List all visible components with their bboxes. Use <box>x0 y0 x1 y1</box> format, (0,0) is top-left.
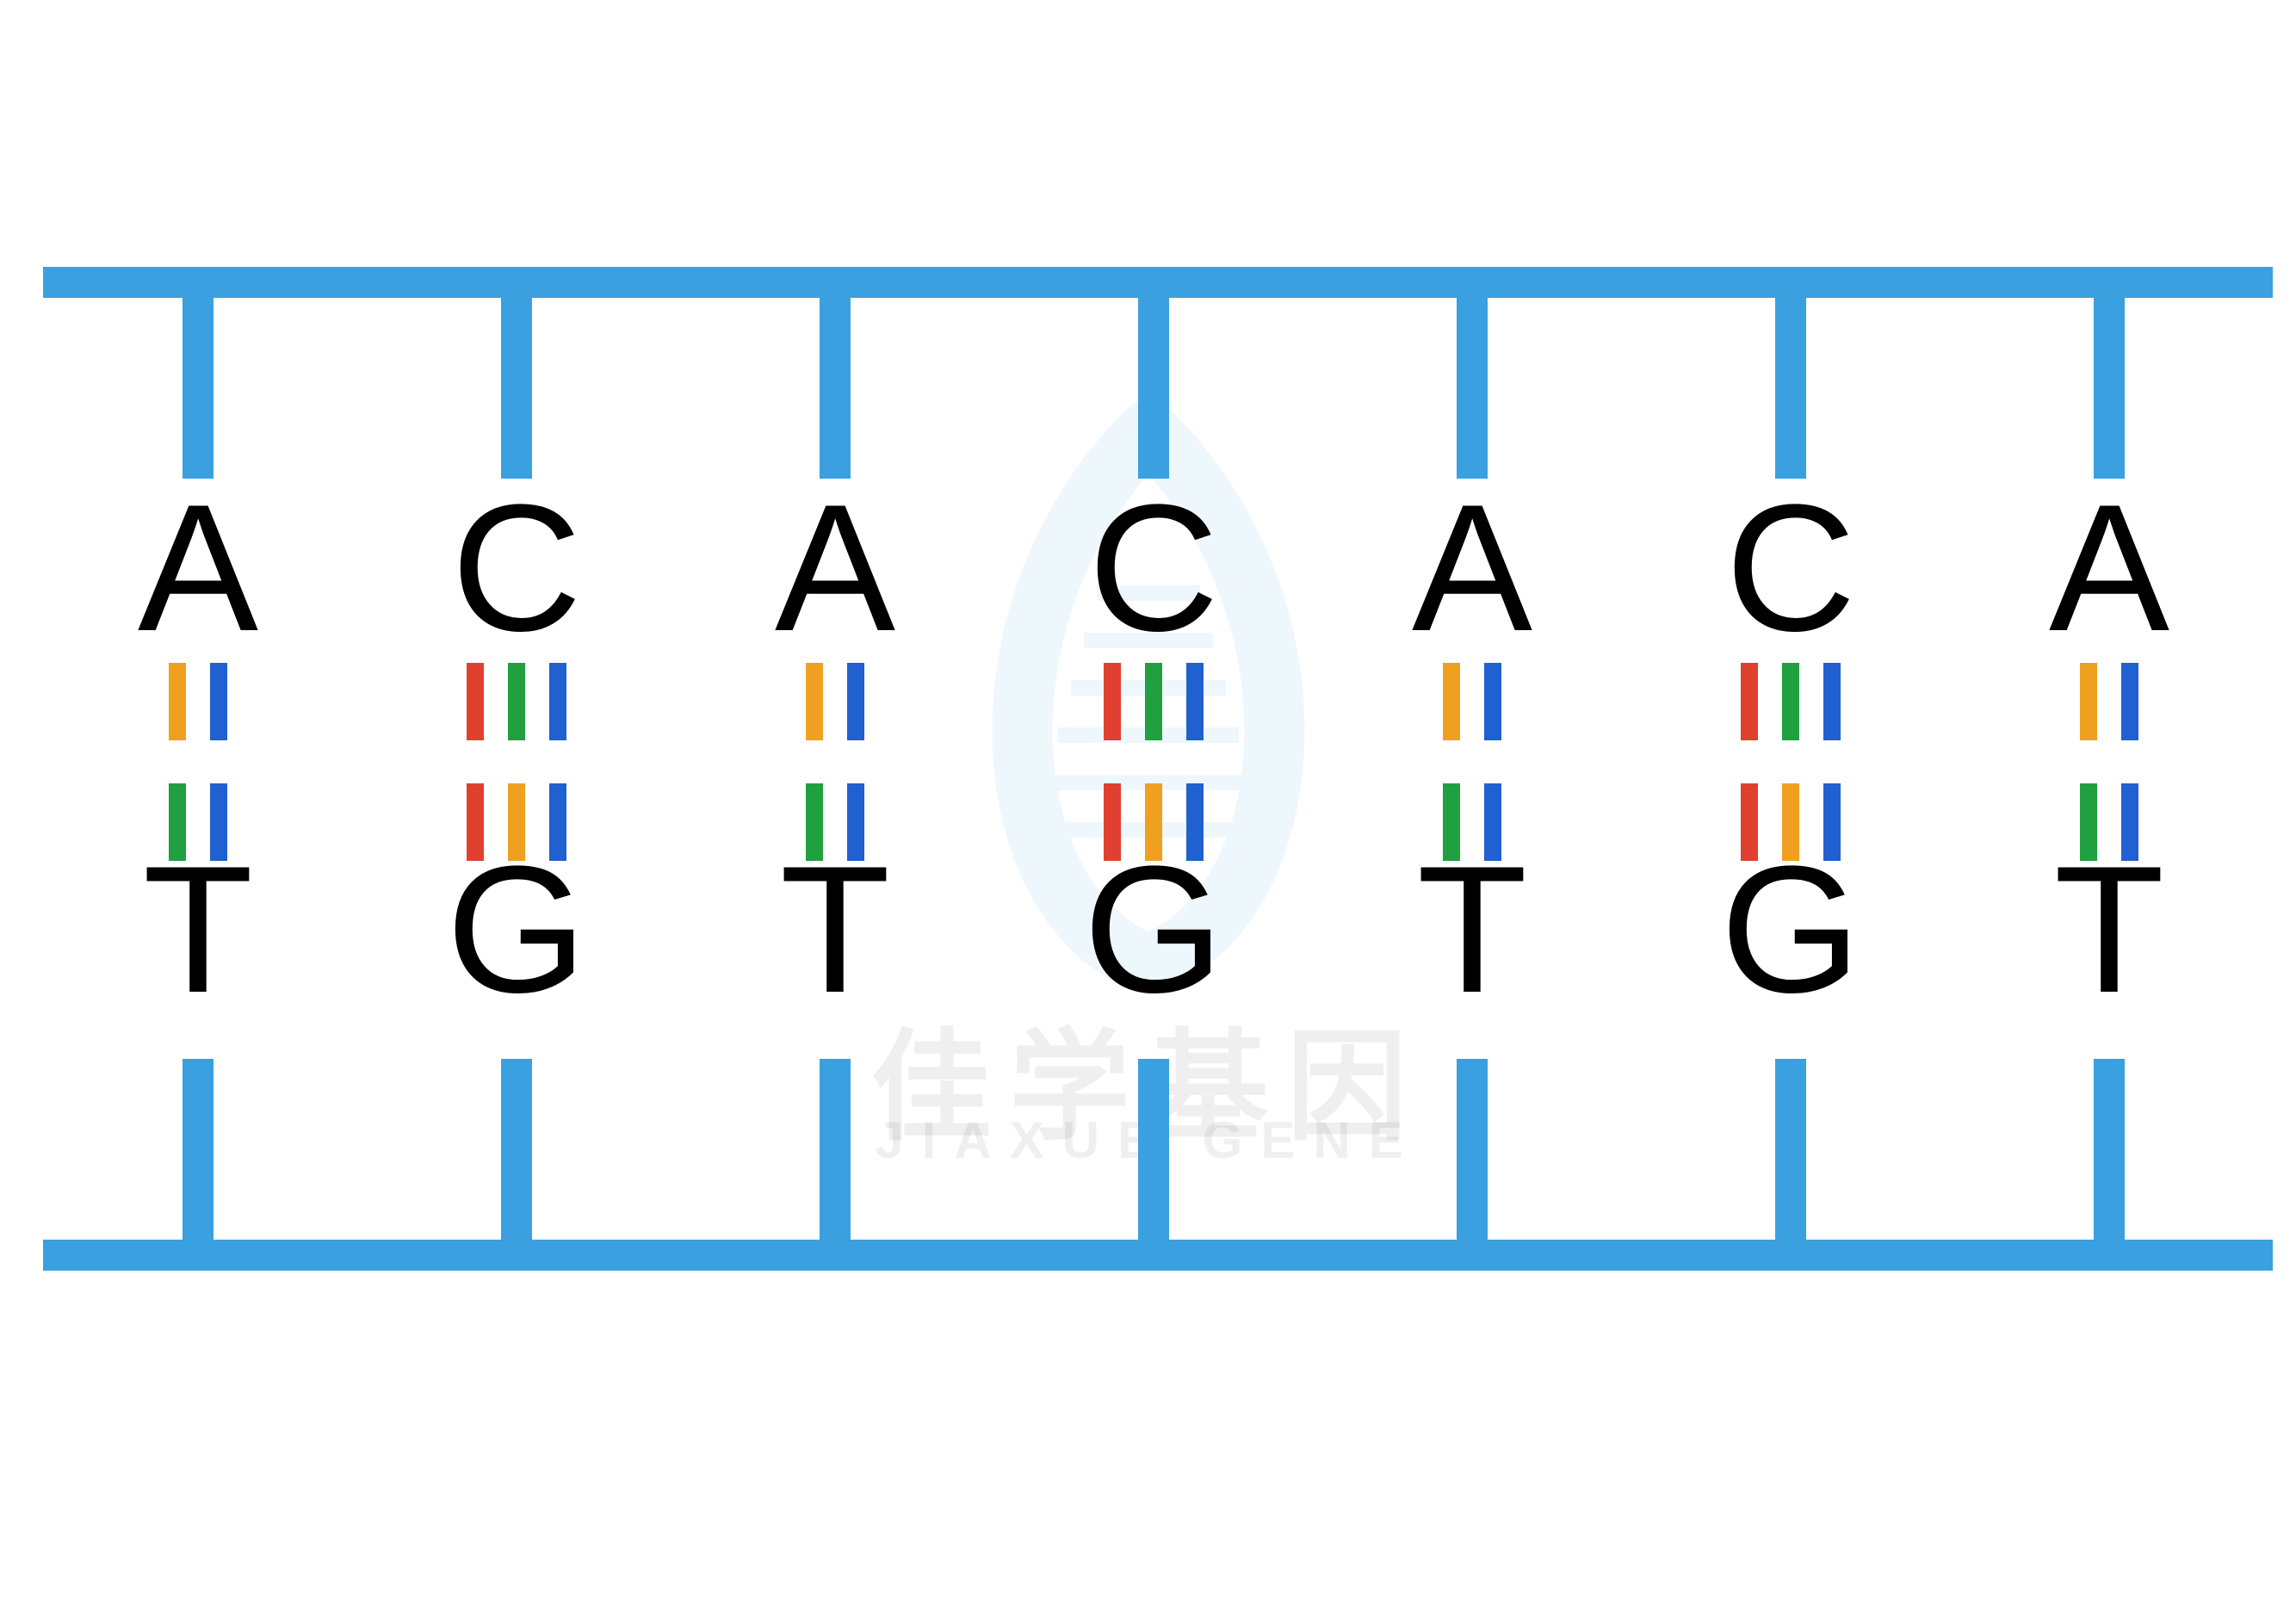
base-top: A <box>2049 478 2169 659</box>
base-bottom: G <box>1083 839 1223 1020</box>
hydrogen-bond <box>549 663 566 740</box>
hydrogen-bond <box>1186 663 1204 740</box>
hydrogen-bond <box>847 783 864 861</box>
hydrogen-bond <box>1782 783 1799 861</box>
base-bottom: T <box>143 839 253 1020</box>
base-top: C <box>1725 478 1856 659</box>
hydrogen-bond <box>467 783 484 861</box>
hydrogen-bond <box>806 783 823 861</box>
hydrogen-bond <box>210 783 227 861</box>
stem-bottom <box>820 1059 851 1240</box>
stem-top <box>1457 298 1488 479</box>
hydrogen-bond <box>549 783 566 861</box>
stem-top <box>820 298 851 479</box>
hydrogen-bond <box>1145 663 1162 740</box>
stem-bottom <box>501 1059 532 1240</box>
hydrogen-bond <box>2080 783 2097 861</box>
stem-bottom <box>1457 1059 1488 1240</box>
base-top: A <box>138 478 258 659</box>
base-top: A <box>1412 478 1532 659</box>
stem-top <box>2094 298 2125 479</box>
hydrogen-bond <box>1741 783 1758 861</box>
hydrogen-bond <box>1741 663 1758 740</box>
stem-bottom <box>2094 1059 2125 1240</box>
base-top: C <box>1088 478 1219 659</box>
base-bottom: T <box>2054 839 2164 1020</box>
base-top: C <box>451 478 582 659</box>
base-bottom: T <box>1417 839 1527 1020</box>
stem-top <box>1775 298 1806 479</box>
stem-top <box>501 298 532 479</box>
base-bottom: T <box>780 839 890 1020</box>
base-top: A <box>775 478 895 659</box>
hydrogen-bond <box>1782 663 1799 740</box>
backbone-bottom <box>43 1240 2273 1271</box>
stem-top <box>183 298 214 479</box>
hydrogen-bond <box>806 663 823 740</box>
hydrogen-bond <box>508 783 525 861</box>
base-bottom: G <box>1720 839 1860 1020</box>
hydrogen-bond <box>210 663 227 740</box>
hydrogen-bond <box>2121 783 2138 861</box>
backbone-top <box>43 267 2273 298</box>
stem-bottom <box>183 1059 214 1240</box>
hydrogen-bond <box>508 663 525 740</box>
hydrogen-bond <box>1186 783 1204 861</box>
hydrogen-bond <box>1104 663 1121 740</box>
hydrogen-bond <box>1484 663 1501 740</box>
hydrogen-bond <box>847 663 864 740</box>
hydrogen-bond <box>2080 663 2097 740</box>
stem-top <box>1138 298 1169 479</box>
hydrogen-bond <box>169 663 186 740</box>
hydrogen-bond <box>1484 783 1501 861</box>
stem-bottom <box>1775 1059 1806 1240</box>
dna-diagram: 佳学基因 JIAXUE GENE ATCGATCGATCGAT <box>0 0 2296 1621</box>
hydrogen-bond <box>1104 783 1121 861</box>
stem-bottom <box>1138 1059 1169 1240</box>
hydrogen-bond <box>1443 783 1460 861</box>
hydrogen-bond <box>1823 663 1841 740</box>
hydrogen-bond <box>1145 783 1162 861</box>
hydrogen-bond <box>2121 663 2138 740</box>
hydrogen-bond <box>1823 783 1841 861</box>
hydrogen-bond <box>169 783 186 861</box>
hydrogen-bond <box>1443 663 1460 740</box>
base-bottom: G <box>446 839 586 1020</box>
hydrogen-bond <box>467 663 484 740</box>
